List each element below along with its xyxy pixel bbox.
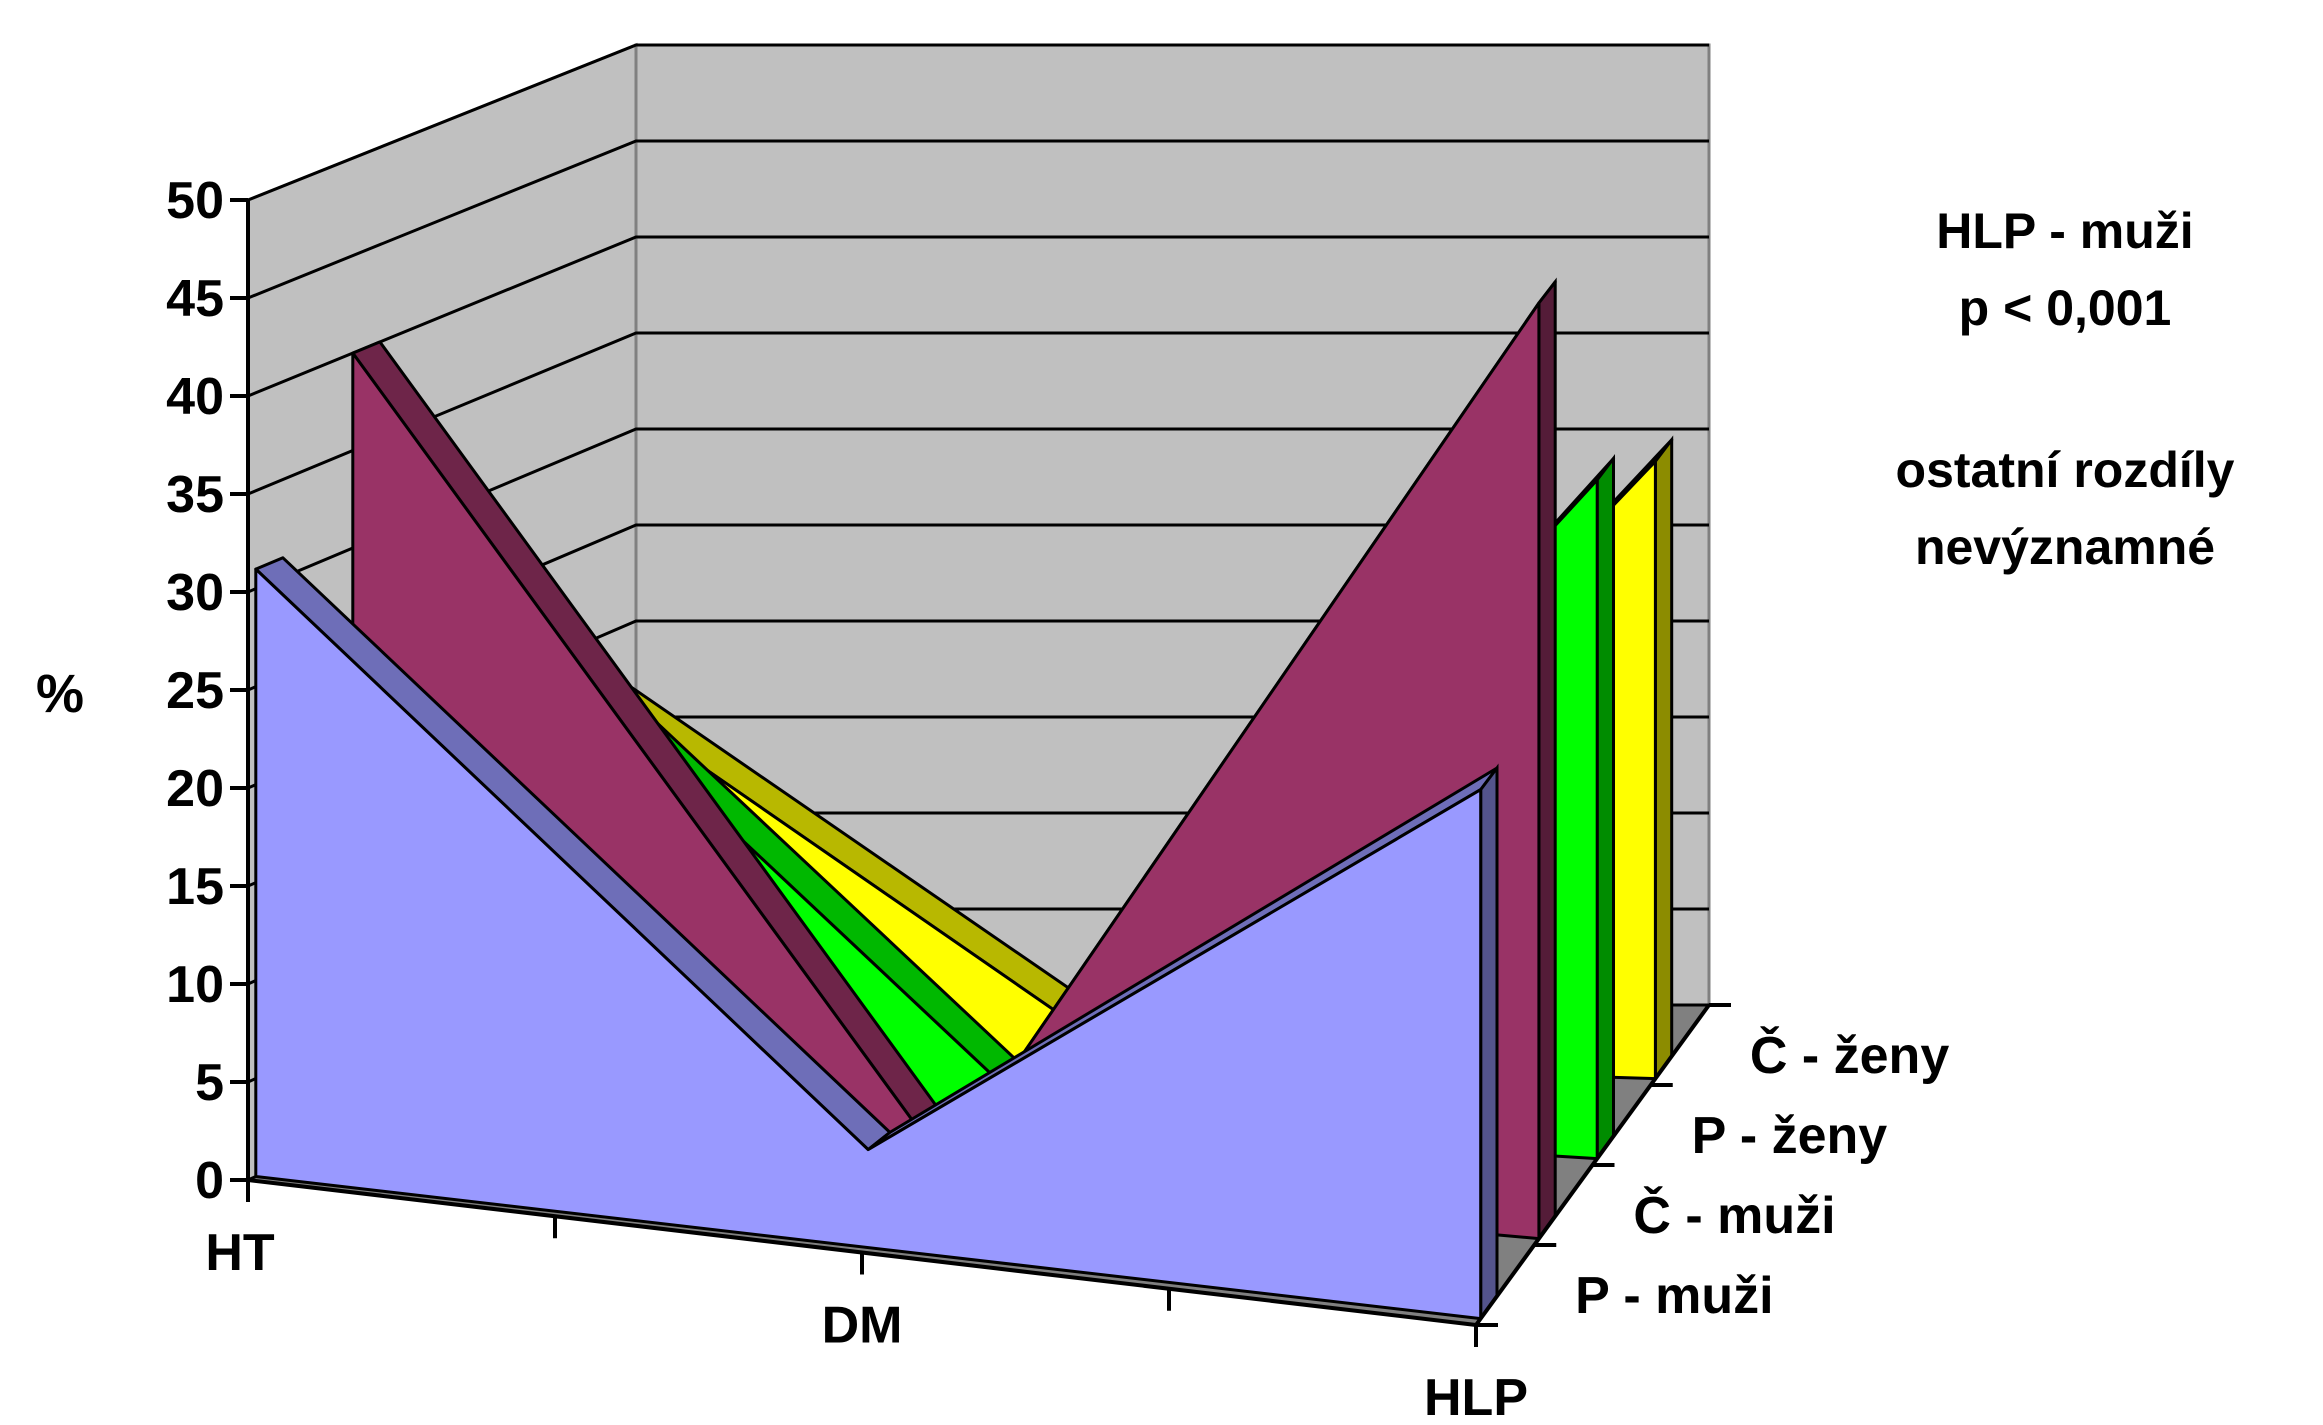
note-line: nevýznamné [1915, 519, 2215, 575]
y-tick-label: 20 [166, 760, 224, 818]
y-axis-label: % [36, 664, 84, 724]
series-end-cap [1653, 435, 1674, 1084]
x-tick-label: DM [822, 1297, 903, 1355]
y-tick-label: 45 [166, 270, 224, 328]
significance-line: p < 0,001 [1959, 280, 2172, 336]
depth-tick-label: Č - ženy [1750, 1026, 1949, 1085]
series-1 [254, 556, 1499, 1324]
x-tick-label: HLP [1424, 1369, 1528, 1425]
y-tick-label: 15 [166, 858, 224, 916]
y-tick-label: 50 [166, 172, 224, 230]
y-tick-label: 30 [166, 564, 224, 622]
chart-axes: 0 5 10 15 20 25 30 35 40 45 50 HT DM HLP P - muži Č - m… [166, 172, 1949, 1425]
y-tick-label: 35 [166, 466, 224, 524]
y-tick-label: 5 [195, 1054, 224, 1112]
chart-series-layer [254, 277, 1674, 1324]
note-annotation: ostatní rozdíly nevýznamné [1896, 442, 2235, 575]
y-tick-label: 0 [195, 1152, 224, 1210]
gridline [247, 43, 1709, 202]
gridline [247, 139, 1709, 300]
significance-annotation: HLP - muži p < 0,001 [1936, 203, 2193, 336]
y-tick-label: 40 [166, 368, 224, 426]
series-front-face [254, 567, 1483, 1321]
depth-tick-label: P - muži [1575, 1267, 1773, 1325]
series-end-cap [1537, 277, 1557, 1244]
series-end-cap [1595, 454, 1615, 1164]
depth-tick-label: Č - muži [1633, 1186, 1835, 1245]
y-tick-label: 25 [166, 662, 224, 720]
significance-line: HLP - muži [1936, 203, 2193, 259]
y-tick-label: 10 [166, 956, 224, 1014]
note-line: ostatní rozdíly [1896, 442, 2235, 498]
depth-tick-label: P - ženy [1692, 1107, 1888, 1165]
x-tick-label: HT [205, 1224, 275, 1282]
series-end-cap [1479, 763, 1499, 1324]
